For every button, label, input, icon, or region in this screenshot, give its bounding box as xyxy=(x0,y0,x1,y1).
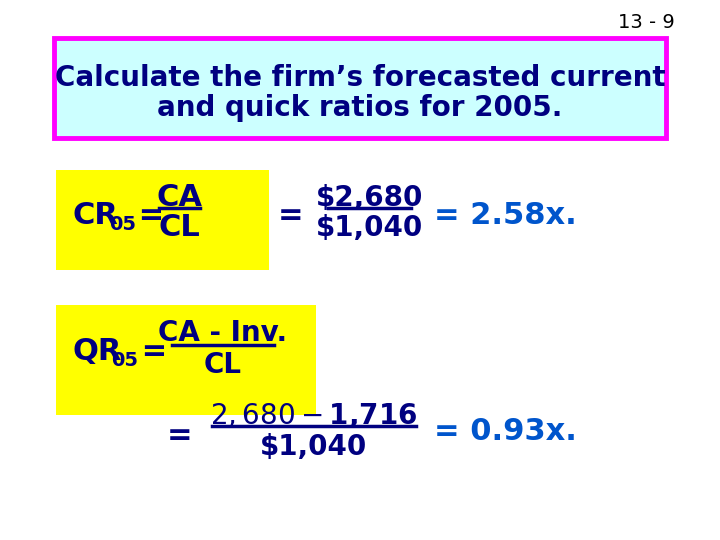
Text: 05: 05 xyxy=(112,352,138,370)
Text: CL: CL xyxy=(204,351,242,379)
Text: CA - Inv.: CA - Inv. xyxy=(158,319,287,347)
Text: $2,680 - $1,716: $2,680 - $1,716 xyxy=(210,401,418,429)
Text: =: = xyxy=(131,338,167,367)
FancyBboxPatch shape xyxy=(56,305,315,415)
Text: =: = xyxy=(128,200,165,230)
Text: and quick ratios for 2005.: and quick ratios for 2005. xyxy=(157,94,563,122)
FancyBboxPatch shape xyxy=(56,170,269,270)
Text: = 0.93x.: = 0.93x. xyxy=(434,417,577,447)
Text: QR: QR xyxy=(73,338,122,367)
Text: $2,680: $2,680 xyxy=(315,184,423,212)
Text: =: = xyxy=(166,421,192,449)
Text: 13 - 9: 13 - 9 xyxy=(618,12,675,31)
Text: 05: 05 xyxy=(109,214,136,233)
Text: = 2.58x.: = 2.58x. xyxy=(434,200,577,230)
FancyBboxPatch shape xyxy=(54,38,666,138)
Text: $1,040: $1,040 xyxy=(260,433,367,461)
Text: CL: CL xyxy=(158,213,200,242)
Text: =: = xyxy=(278,200,303,230)
Text: CA: CA xyxy=(156,184,202,213)
Text: Calculate the firm’s forecasted current: Calculate the firm’s forecasted current xyxy=(55,64,665,92)
Text: CR: CR xyxy=(73,200,119,230)
Text: $1,040: $1,040 xyxy=(315,214,423,242)
